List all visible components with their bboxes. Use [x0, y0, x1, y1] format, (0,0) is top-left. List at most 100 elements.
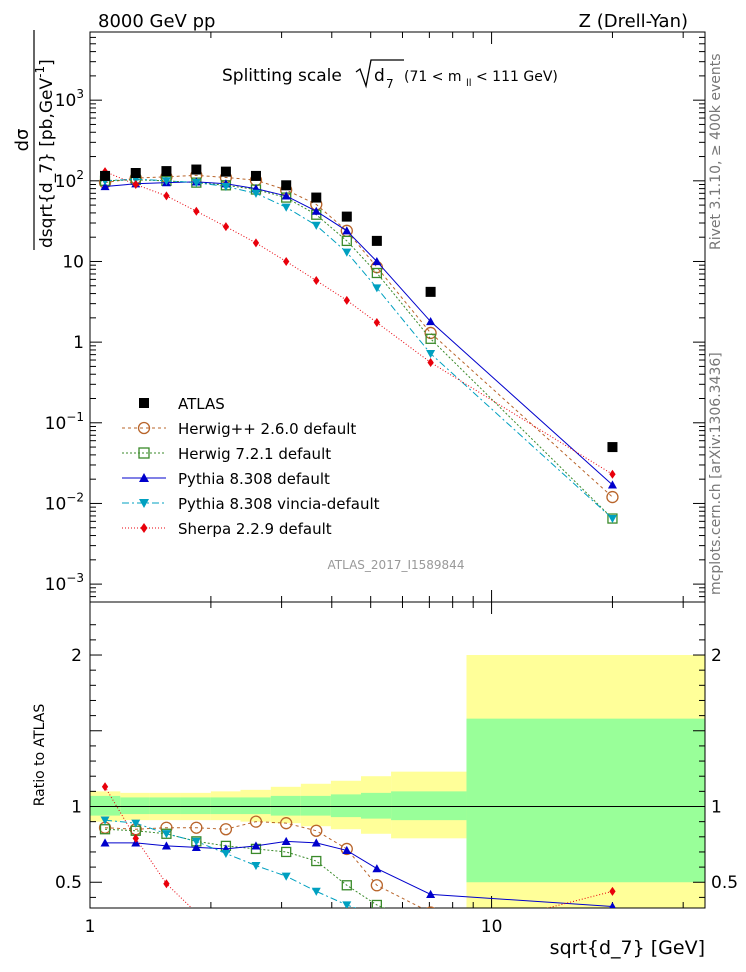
- ratio-point-2: [372, 864, 382, 873]
- series-point-2: [607, 480, 617, 489]
- series-point-0: [424, 326, 437, 340]
- series-point-3: [251, 189, 261, 198]
- data-point: [311, 192, 322, 203]
- series-point-2: [311, 206, 321, 215]
- data-point: [281, 180, 292, 191]
- series-point-4: [343, 295, 350, 305]
- ratio-point-4: [101, 782, 109, 792]
- series-line-1: [105, 179, 613, 519]
- ratio-point-4: [283, 937, 289, 946]
- ratio-band-green: [391, 791, 467, 821]
- series-point-1: [425, 333, 436, 344]
- legend-marker: [138, 447, 150, 459]
- ratio-point-3: [372, 912, 381, 920]
- main-ylabel: dσ dsqrt{d_7} [pb,GeV-1]: [12, 30, 57, 250]
- title-cond-end: < 111 GeV): [476, 69, 558, 85]
- series-point-4: [252, 238, 260, 248]
- legend-label: Herwig++ 2.6.0 default: [178, 420, 356, 438]
- ratio-band-green: [300, 795, 331, 816]
- series-point-3: [426, 350, 436, 359]
- title-sub: 7: [386, 77, 394, 91]
- ratio-band-green: [90, 795, 121, 816]
- ratio-point-3: [251, 861, 261, 871]
- data-point: [191, 164, 202, 175]
- data-point: [130, 168, 141, 179]
- series-point-4: [163, 191, 170, 201]
- ratio-point-2: [100, 838, 110, 847]
- series-line-3: [105, 178, 613, 519]
- series-point-2: [342, 226, 352, 235]
- ratio-axes: 1 10 0.5 0.5 1 1 2 2: [55, 602, 738, 937]
- legend-marker: [139, 499, 149, 508]
- ratio-point-3: [221, 849, 231, 858]
- series-line-4: [104, 171, 613, 475]
- ratio-y-tick-label: 0.5: [55, 873, 82, 893]
- ratio-y-tick-label-right: 1: [711, 798, 722, 818]
- ratio-y-tick-label-right: 2: [711, 646, 722, 666]
- ratio-series: [98, 782, 616, 949]
- series-point-2: [281, 191, 291, 200]
- ratio-point-0: [426, 906, 435, 908]
- sqrt-symbol: [355, 59, 404, 89]
- legend: ATLAS Herwig++ 2.6.0 default Herwig 7.2.1 …: [122, 395, 380, 538]
- legend-label: Pythia 8.308 default: [178, 470, 330, 488]
- ratio-point-4: [427, 934, 433, 943]
- ratio-point-3: [131, 819, 141, 828]
- series-point-1: [371, 267, 383, 279]
- ratio-band-green: [120, 797, 150, 815]
- legend-marker: [139, 398, 149, 408]
- ratio-point-3: [311, 887, 321, 896]
- series-point-3: [607, 514, 617, 524]
- ratio-point-4: [374, 938, 380, 947]
- ratio-line-4: [104, 786, 613, 908]
- data-point: [250, 170, 261, 181]
- ratio-point-4: [193, 908, 199, 917]
- ratio-point-3: [426, 929, 435, 937]
- data-point: [100, 170, 111, 181]
- series-point-4: [283, 256, 290, 266]
- ratio-point-1: [426, 923, 435, 932]
- ratio-point-0: [219, 823, 233, 836]
- ratio-point-1: [341, 880, 352, 891]
- series-point-3: [372, 284, 382, 293]
- ratio-point-4: [609, 886, 616, 896]
- ratio-point-0: [280, 817, 293, 830]
- ratio-band-green: [210, 797, 241, 815]
- ratio-point-2: [609, 901, 616, 908]
- series-point-3: [311, 221, 321, 230]
- y-tick-label: 10: [62, 252, 84, 272]
- ratio-band-green: [330, 794, 362, 818]
- ratio-point-4: [132, 833, 139, 843]
- series-point-3: [161, 177, 171, 186]
- mcplots-label: mcplots.cern.ch [arXiv:1306.3436]: [708, 352, 724, 595]
- legend-label: ATLAS: [178, 395, 225, 413]
- ratio-frame: [89, 601, 706, 909]
- x-tick-label: 10: [481, 917, 503, 937]
- ratio-band-green: [180, 797, 211, 815]
- ratio-point-4: [313, 940, 319, 949]
- series-point-4: [132, 180, 139, 190]
- ratio-band-green: [149, 797, 181, 815]
- x-axis-label: sqrt{d_7} [GeV]: [550, 937, 705, 959]
- series-point-2: [372, 256, 382, 266]
- main-series: [98, 164, 619, 524]
- series-point-4: [609, 469, 616, 479]
- y-tick-label: 1: [73, 333, 84, 353]
- ratio-band-green: [240, 797, 271, 815]
- series-point-4: [313, 276, 320, 286]
- series-point-3: [191, 179, 201, 188]
- ratio-ylabel: Ratio to ATLAS: [32, 704, 48, 807]
- legend-marker: [137, 421, 151, 435]
- ratio-point-0: [190, 821, 203, 834]
- ratio-point-1: [99, 824, 111, 835]
- ratio-point-1: [311, 855, 322, 867]
- ratio-point-4: [253, 931, 259, 940]
- ratio-line-2: [105, 840, 613, 907]
- ratio-band-green: [466, 718, 705, 883]
- ratio-point-4: [344, 940, 350, 949]
- series-point-1: [341, 235, 352, 247]
- ratio-point-3: [281, 872, 291, 881]
- header-left: 8000 GeV pp: [98, 11, 215, 32]
- y-tick-label: 10−1: [45, 410, 84, 434]
